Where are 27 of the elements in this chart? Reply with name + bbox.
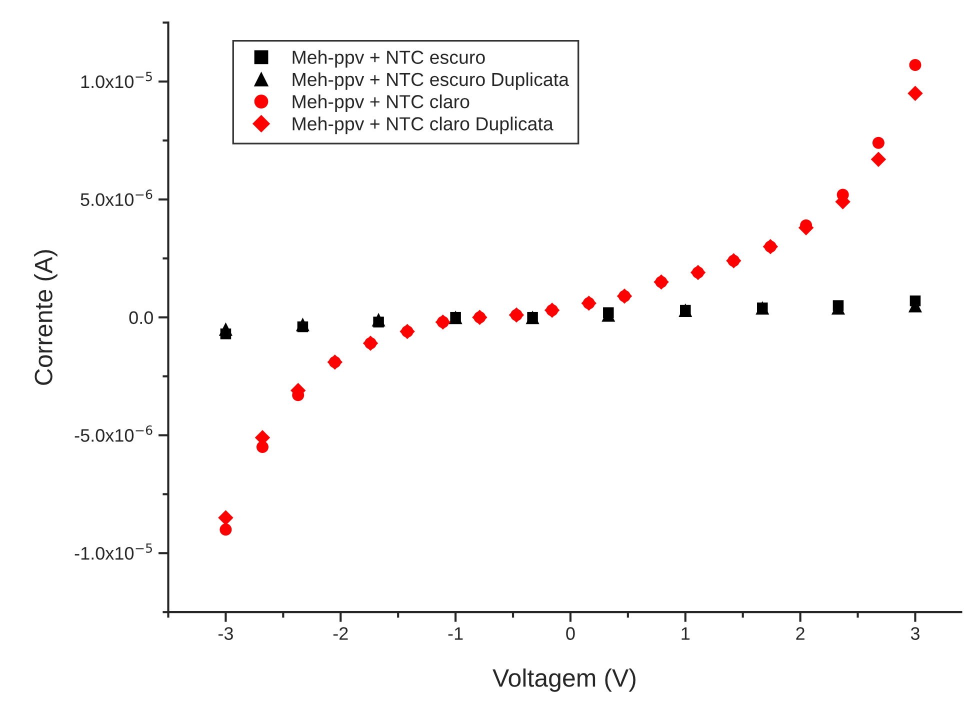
y-tick-label: 5.0x10$^{−6}$ bbox=[80, 190, 152, 206]
point bbox=[372, 312, 386, 326]
point bbox=[870, 152, 886, 167]
y-tick-label: -1.0x10$^{−5}$ bbox=[74, 543, 152, 560]
point bbox=[909, 59, 922, 72]
legend-label: Meh-ppv + NTC escuro bbox=[292, 50, 485, 68]
y-tick-label: 0.0 bbox=[129, 311, 153, 324]
point bbox=[872, 136, 884, 149]
point bbox=[220, 524, 232, 536]
y-axis-title: Corrente (A) bbox=[34, 250, 58, 385]
point bbox=[218, 510, 234, 526]
x-tick-label: 3 bbox=[910, 627, 920, 640]
x-tick-label: -1 bbox=[448, 627, 463, 640]
legend-label: Meh-ppv + NTC claro Duplicata bbox=[292, 116, 554, 134]
x-tick-label: 0 bbox=[566, 627, 575, 640]
point bbox=[218, 322, 232, 336]
x-tick-label: 1 bbox=[682, 627, 690, 640]
y-tick-label: -5.0x10$^{−6}$ bbox=[74, 425, 152, 442]
point bbox=[296, 318, 310, 332]
x-tick-label: -2 bbox=[333, 627, 348, 640]
x-tick-label: 2 bbox=[796, 627, 804, 640]
x-tick-label: -3 bbox=[218, 627, 233, 640]
y-tick-label: 1.0x10$^{−5}$ bbox=[81, 72, 152, 88]
legend-label: Meh-ppv + NTC escuro Duplicata bbox=[292, 72, 569, 90]
x-axis-title: Voltagem (V) bbox=[492, 668, 636, 692]
point bbox=[908, 86, 923, 101]
legend-label: Meh-ppv + NTC claro bbox=[292, 94, 470, 112]
